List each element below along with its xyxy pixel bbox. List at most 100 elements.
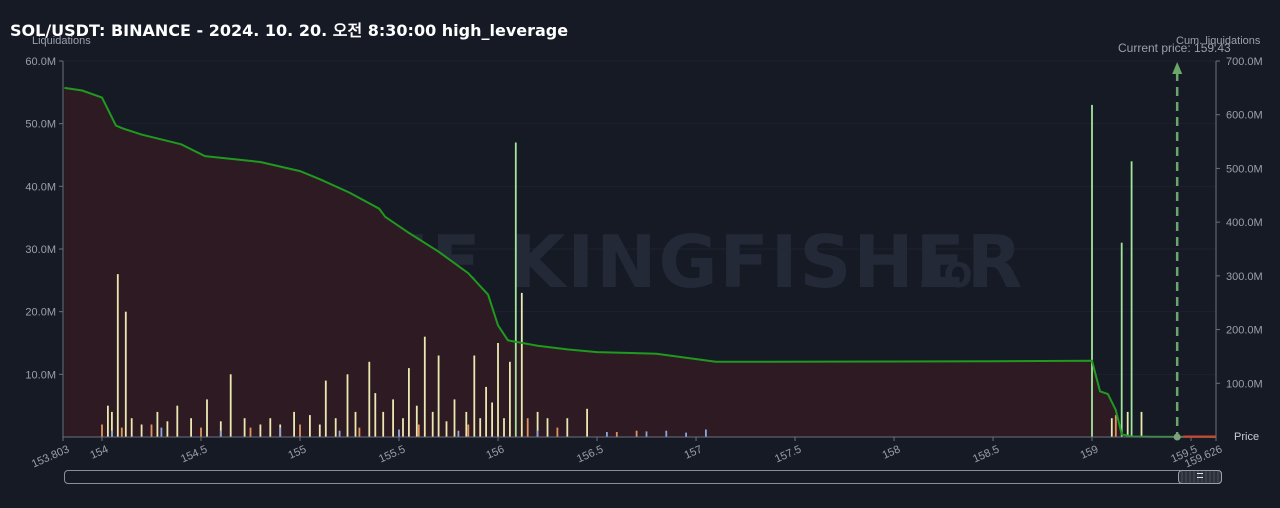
- liquidation-bars: [101, 104, 1143, 438]
- bar: [479, 418, 482, 437]
- watermark-large-suffix: .IO: [918, 256, 972, 296]
- x-tick-label: 154: [89, 443, 111, 461]
- current-price-marker: Current price: 159.43: [1118, 41, 1231, 441]
- bar: [107, 405, 109, 437]
- bar: [338, 430, 341, 437]
- bar: [124, 311, 127, 437]
- chart-scrollbar[interactable]: [64, 470, 1222, 484]
- bar: [120, 427, 123, 437]
- bar: [491, 402, 493, 437]
- current-price-label: Current price: 159.43: [1118, 41, 1231, 55]
- bar: [415, 405, 418, 437]
- bar: [368, 361, 371, 437]
- bar: [299, 424, 301, 437]
- x-tick-label: 158.5: [971, 443, 1001, 465]
- x-axis-label: Price: [1234, 431, 1259, 443]
- bar: [705, 429, 707, 437]
- bar: [556, 427, 559, 437]
- y2-tick-label: 500.0M: [1226, 163, 1263, 175]
- y-tick-label: 30.0M: [25, 244, 56, 256]
- bar: [615, 432, 618, 437]
- cum-liquidations-line: [64, 86, 1217, 438]
- bar: [398, 429, 400, 437]
- bar: [445, 421, 448, 437]
- bar: [1126, 411, 1129, 437]
- bar: [520, 292, 523, 437]
- bar: [417, 424, 420, 437]
- bar: [1140, 411, 1143, 437]
- y2-tick-label: 600.0M: [1226, 110, 1263, 122]
- grip-icon: [1197, 473, 1203, 478]
- bar: [346, 374, 349, 437]
- scrollbar-handle[interactable]: [1178, 470, 1222, 484]
- y-tick-label: 40.0M: [25, 181, 56, 193]
- bar: [130, 418, 133, 437]
- chart-title: SOL/USDT: BINANCE - 2024. 10. 20. 오전 8:3…: [10, 21, 569, 40]
- bar: [166, 421, 169, 437]
- bar: [497, 343, 499, 437]
- bar: [566, 418, 569, 437]
- bar: [402, 418, 404, 437]
- y2-tick-label: 100.0M: [1226, 378, 1263, 390]
- y2-tick-label: 300.0M: [1226, 271, 1263, 283]
- bar: [392, 399, 394, 437]
- bar: [243, 418, 246, 437]
- bar: [259, 424, 262, 437]
- bar: [645, 431, 648, 437]
- bar: [219, 421, 222, 437]
- x-tick-label: 158: [881, 443, 903, 461]
- bar: [514, 142, 517, 437]
- bar: [229, 374, 232, 437]
- bar: [1114, 415, 1117, 437]
- bar: [374, 393, 377, 437]
- bar: [423, 336, 426, 437]
- bar: [156, 411, 159, 437]
- bar: [408, 368, 410, 437]
- bar: [431, 411, 434, 437]
- x-tick-label: 155.5: [377, 443, 407, 465]
- bar: [318, 424, 321, 437]
- bar: [536, 430, 539, 437]
- bar: [1091, 104, 1093, 438]
- bar: [269, 418, 272, 437]
- bar: [606, 432, 608, 437]
- bar: [101, 424, 103, 437]
- x-tick-label: 156: [485, 443, 507, 461]
- bar: [467, 424, 470, 437]
- x-tick-label: 154.5: [179, 443, 209, 465]
- bar: [293, 411, 295, 437]
- bar: [358, 427, 361, 437]
- bar: [150, 424, 153, 437]
- bar: [176, 405, 179, 437]
- bar: [324, 380, 327, 437]
- bar: [526, 418, 529, 437]
- x-tick-label: 157.5: [773, 443, 803, 465]
- bar: [206, 399, 208, 437]
- x-tick-label: 155: [287, 443, 309, 461]
- bar: [457, 430, 460, 437]
- y2-tick-label: 200.0M: [1226, 325, 1263, 337]
- bar: [140, 424, 143, 437]
- y-tick-label: 50.0M: [25, 119, 56, 131]
- bar: [453, 399, 456, 437]
- bar: [1110, 418, 1113, 437]
- bar: [160, 427, 163, 437]
- bar: [536, 411, 539, 437]
- left-axis-label: Liquidations: [32, 35, 91, 47]
- bar: [437, 355, 440, 437]
- bar: [116, 274, 119, 437]
- bar: [219, 430, 222, 437]
- bar: [249, 427, 252, 437]
- bar: [586, 408, 588, 437]
- bar: [200, 427, 202, 437]
- y-tick-label: 60.0M: [25, 56, 56, 68]
- bar: [1120, 242, 1123, 437]
- bar: [473, 355, 476, 437]
- bar: [503, 418, 505, 437]
- y2-tick-label: 700.0M: [1226, 56, 1263, 68]
- bar: [465, 411, 468, 437]
- bar: [279, 427, 282, 437]
- bar: [111, 430, 113, 437]
- y-tick-label: 10.0M: [25, 369, 56, 381]
